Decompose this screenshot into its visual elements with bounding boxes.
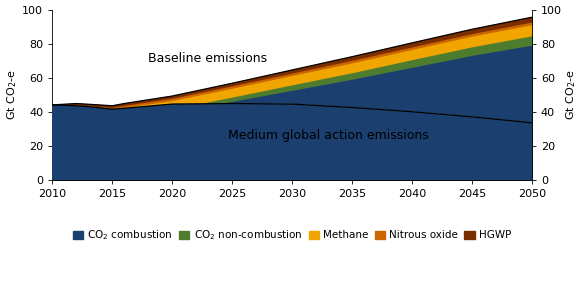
Y-axis label: Gt CO$_2$-e: Gt CO$_2$-e: [565, 69, 578, 120]
Text: Medium global action emissions: Medium global action emissions: [228, 129, 428, 142]
Y-axis label: Gt CO$_2$-e: Gt CO$_2$-e: [6, 69, 19, 120]
Legend: CO$_2$ combustion, CO$_2$ non-combustion, Methane, Nitrous oxide, HGWP: CO$_2$ combustion, CO$_2$ non-combustion…: [68, 224, 516, 246]
Text: Baseline emissions: Baseline emissions: [148, 53, 267, 66]
